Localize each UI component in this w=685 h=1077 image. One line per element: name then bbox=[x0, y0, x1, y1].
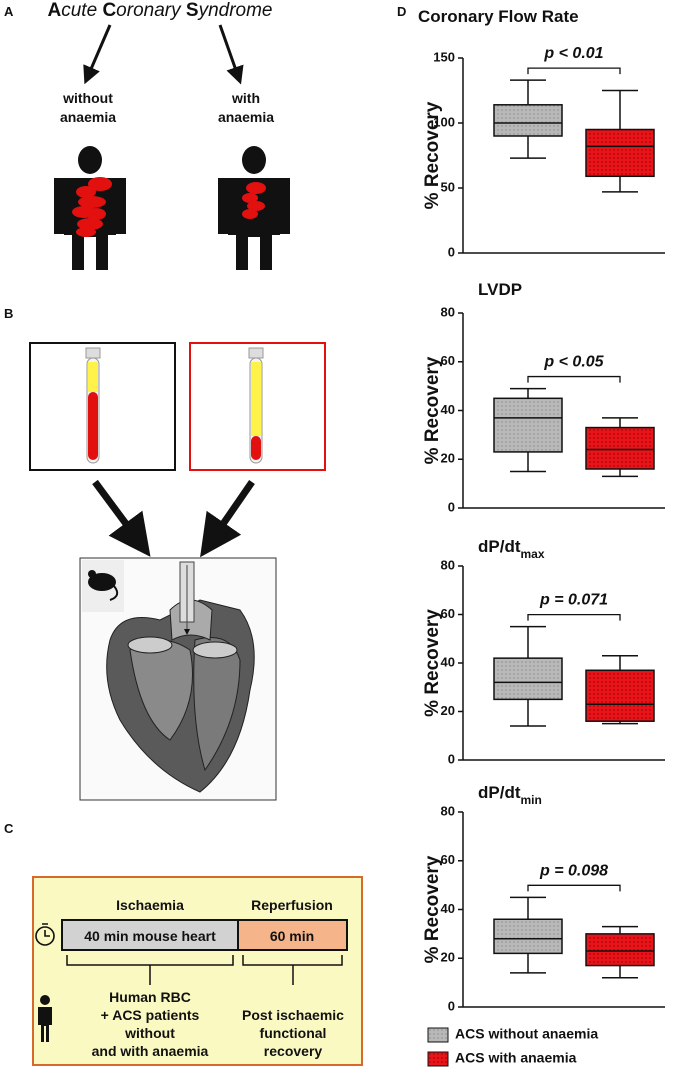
title-subscript: max bbox=[521, 547, 545, 561]
title-text: LVDP bbox=[478, 280, 522, 299]
box bbox=[493, 397, 563, 453]
y-tick-label: 100 bbox=[433, 114, 455, 129]
title-part: C bbox=[102, 0, 116, 21]
person-figure bbox=[54, 146, 126, 270]
group-label: anaemia bbox=[218, 109, 274, 125]
chart-title: Coronary Flow Rate bbox=[418, 7, 579, 26]
tube bbox=[85, 347, 101, 464]
y-tick-label: 40 bbox=[441, 654, 455, 669]
title-part: yndrome bbox=[197, 0, 273, 21]
y-tick-label: 20 bbox=[441, 451, 455, 466]
phase-bar bbox=[237, 919, 348, 951]
y-tick-label: 40 bbox=[441, 901, 455, 916]
clock-icon bbox=[35, 923, 55, 946]
title-text: dP/dt bbox=[478, 783, 521, 802]
heart-illustration bbox=[82, 560, 255, 793]
y-axis-label: % Recovery bbox=[422, 101, 443, 209]
box bbox=[493, 918, 563, 955]
person-figure bbox=[218, 146, 290, 270]
chart-title: dP/dtmax bbox=[478, 537, 545, 561]
panel-label: D bbox=[397, 4, 406, 19]
arrow bbox=[83, 24, 112, 85]
y-tick-label: 0 bbox=[448, 244, 455, 259]
y-tick-label: 60 bbox=[441, 606, 455, 621]
title-part: A bbox=[48, 0, 62, 21]
legend-label: ACS with anaemia bbox=[455, 1050, 577, 1066]
y-tick-label: 20 bbox=[441, 703, 455, 718]
box bbox=[493, 657, 563, 701]
y-tick-label: 40 bbox=[441, 402, 455, 417]
significance-bracket bbox=[527, 613, 621, 621]
y-tick-label: 80 bbox=[441, 803, 455, 818]
title-part: cute bbox=[61, 0, 102, 21]
y-tick-label: 150 bbox=[433, 49, 455, 64]
title-part: S bbox=[186, 0, 199, 21]
y-tick-label: 60 bbox=[441, 852, 455, 867]
box bbox=[585, 933, 655, 967]
note: Human RBC bbox=[109, 989, 191, 1005]
p-value: p = 0.071 bbox=[539, 592, 608, 609]
legend-swatch bbox=[427, 1051, 449, 1067]
y-axis-label: % Recovery bbox=[422, 356, 443, 464]
significance-bracket bbox=[527, 375, 621, 383]
group-label: with bbox=[231, 90, 260, 106]
y-tick-label: 0 bbox=[448, 751, 455, 766]
arrow bbox=[200, 480, 255, 558]
title-text: Coronary Flow Rate bbox=[418, 7, 579, 26]
significance-bracket bbox=[527, 67, 621, 75]
y-tick-label: 0 bbox=[448, 499, 455, 514]
y-tick-label: 20 bbox=[441, 950, 455, 965]
y-tick-label: 60 bbox=[441, 353, 455, 368]
note: recovery bbox=[264, 1043, 323, 1059]
note: Post ischaemic bbox=[242, 1007, 344, 1023]
box bbox=[493, 104, 563, 137]
duration-label: 60 min bbox=[270, 928, 314, 944]
bracket bbox=[242, 955, 343, 985]
sample-box bbox=[29, 342, 176, 471]
person-icon bbox=[38, 995, 52, 1042]
y-tick-label: 50 bbox=[441, 179, 455, 194]
group-label: anaemia bbox=[60, 109, 116, 125]
note: and with anaemia bbox=[92, 1043, 209, 1059]
protocol-box bbox=[32, 876, 363, 1066]
y-axis-label: % Recovery bbox=[422, 855, 443, 963]
p-value: p < 0.01 bbox=[543, 45, 603, 62]
chart-title: LVDP bbox=[478, 280, 522, 299]
arrow bbox=[92, 479, 151, 557]
y-tick-label: 0 bbox=[448, 998, 455, 1013]
box bbox=[585, 669, 655, 722]
box bbox=[585, 426, 655, 470]
phase-label: Ischaemia bbox=[116, 897, 184, 913]
y-tick-label: 80 bbox=[441, 557, 455, 572]
y-tick-label: 80 bbox=[441, 304, 455, 319]
duration-label: 40 min mouse heart bbox=[84, 928, 216, 944]
legend-label: ACS without anaemia bbox=[455, 1026, 598, 1042]
note: without bbox=[124, 1025, 175, 1041]
group-label: without bbox=[62, 90, 113, 106]
note: + ACS patients bbox=[101, 1007, 200, 1023]
title-text: dP/dt bbox=[478, 537, 521, 556]
significance-bracket bbox=[527, 884, 621, 892]
panel-label: B bbox=[4, 306, 13, 321]
title-part: oronary bbox=[116, 0, 186, 21]
legend-swatch bbox=[427, 1027, 449, 1043]
panel-label: A bbox=[4, 4, 14, 19]
panel-d: Coronary Flow Rate % Recovery 0 50 100 150 p <… bbox=[418, 7, 665, 1067]
title-subscript: min bbox=[521, 793, 542, 807]
bracket bbox=[66, 955, 234, 985]
box bbox=[585, 128, 655, 178]
y-axis-label: % Recovery bbox=[422, 609, 443, 717]
note: functional bbox=[260, 1025, 327, 1041]
chart-title: dP/dtmin bbox=[478, 783, 542, 807]
panel-label: C bbox=[4, 821, 14, 836]
phase-label: Reperfusion bbox=[251, 897, 333, 913]
arrow bbox=[218, 24, 244, 85]
tube bbox=[248, 347, 264, 464]
acs-title: Acute Coronary Syndrome bbox=[48, 0, 273, 21]
p-value: p = 0.098 bbox=[539, 862, 608, 879]
p-value: p < 0.05 bbox=[543, 354, 604, 371]
